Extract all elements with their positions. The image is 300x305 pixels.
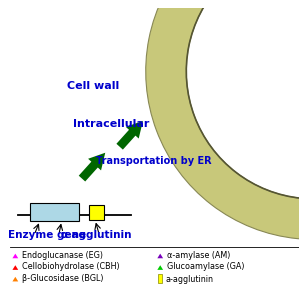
Polygon shape [116, 121, 143, 150]
Polygon shape [157, 265, 163, 270]
Text: α-amylase (AM): α-amylase (AM) [167, 251, 230, 260]
Polygon shape [12, 265, 18, 270]
Text: a-agglutinin: a-agglutinin [165, 274, 213, 284]
Polygon shape [157, 254, 163, 258]
Text: Enzyme gene: Enzyme gene [8, 230, 86, 240]
Text: Glucoamylase (GA): Glucoamylase (GA) [167, 263, 244, 271]
Text: β-Glucosidase (BGL): β-Glucosidase (BGL) [22, 274, 103, 283]
Wedge shape [146, 0, 300, 239]
Bar [158, 274, 162, 283]
Bar [30, 203, 79, 221]
Text: Transportation by ER: Transportation by ER [97, 156, 212, 166]
Polygon shape [12, 277, 18, 282]
Polygon shape [12, 254, 18, 258]
Text: Endoglucanase (EG): Endoglucanase (EG) [22, 251, 103, 260]
Bar [89, 205, 104, 220]
Text: Cellobiohydrolase (CBH): Cellobiohydrolase (CBH) [22, 263, 119, 271]
Text: α-agglutinin: α-agglutinin [61, 230, 132, 240]
Text: Intracellular: Intracellular [73, 119, 150, 128]
Text: Cell wall: Cell wall [68, 81, 120, 91]
Polygon shape [79, 153, 105, 181]
